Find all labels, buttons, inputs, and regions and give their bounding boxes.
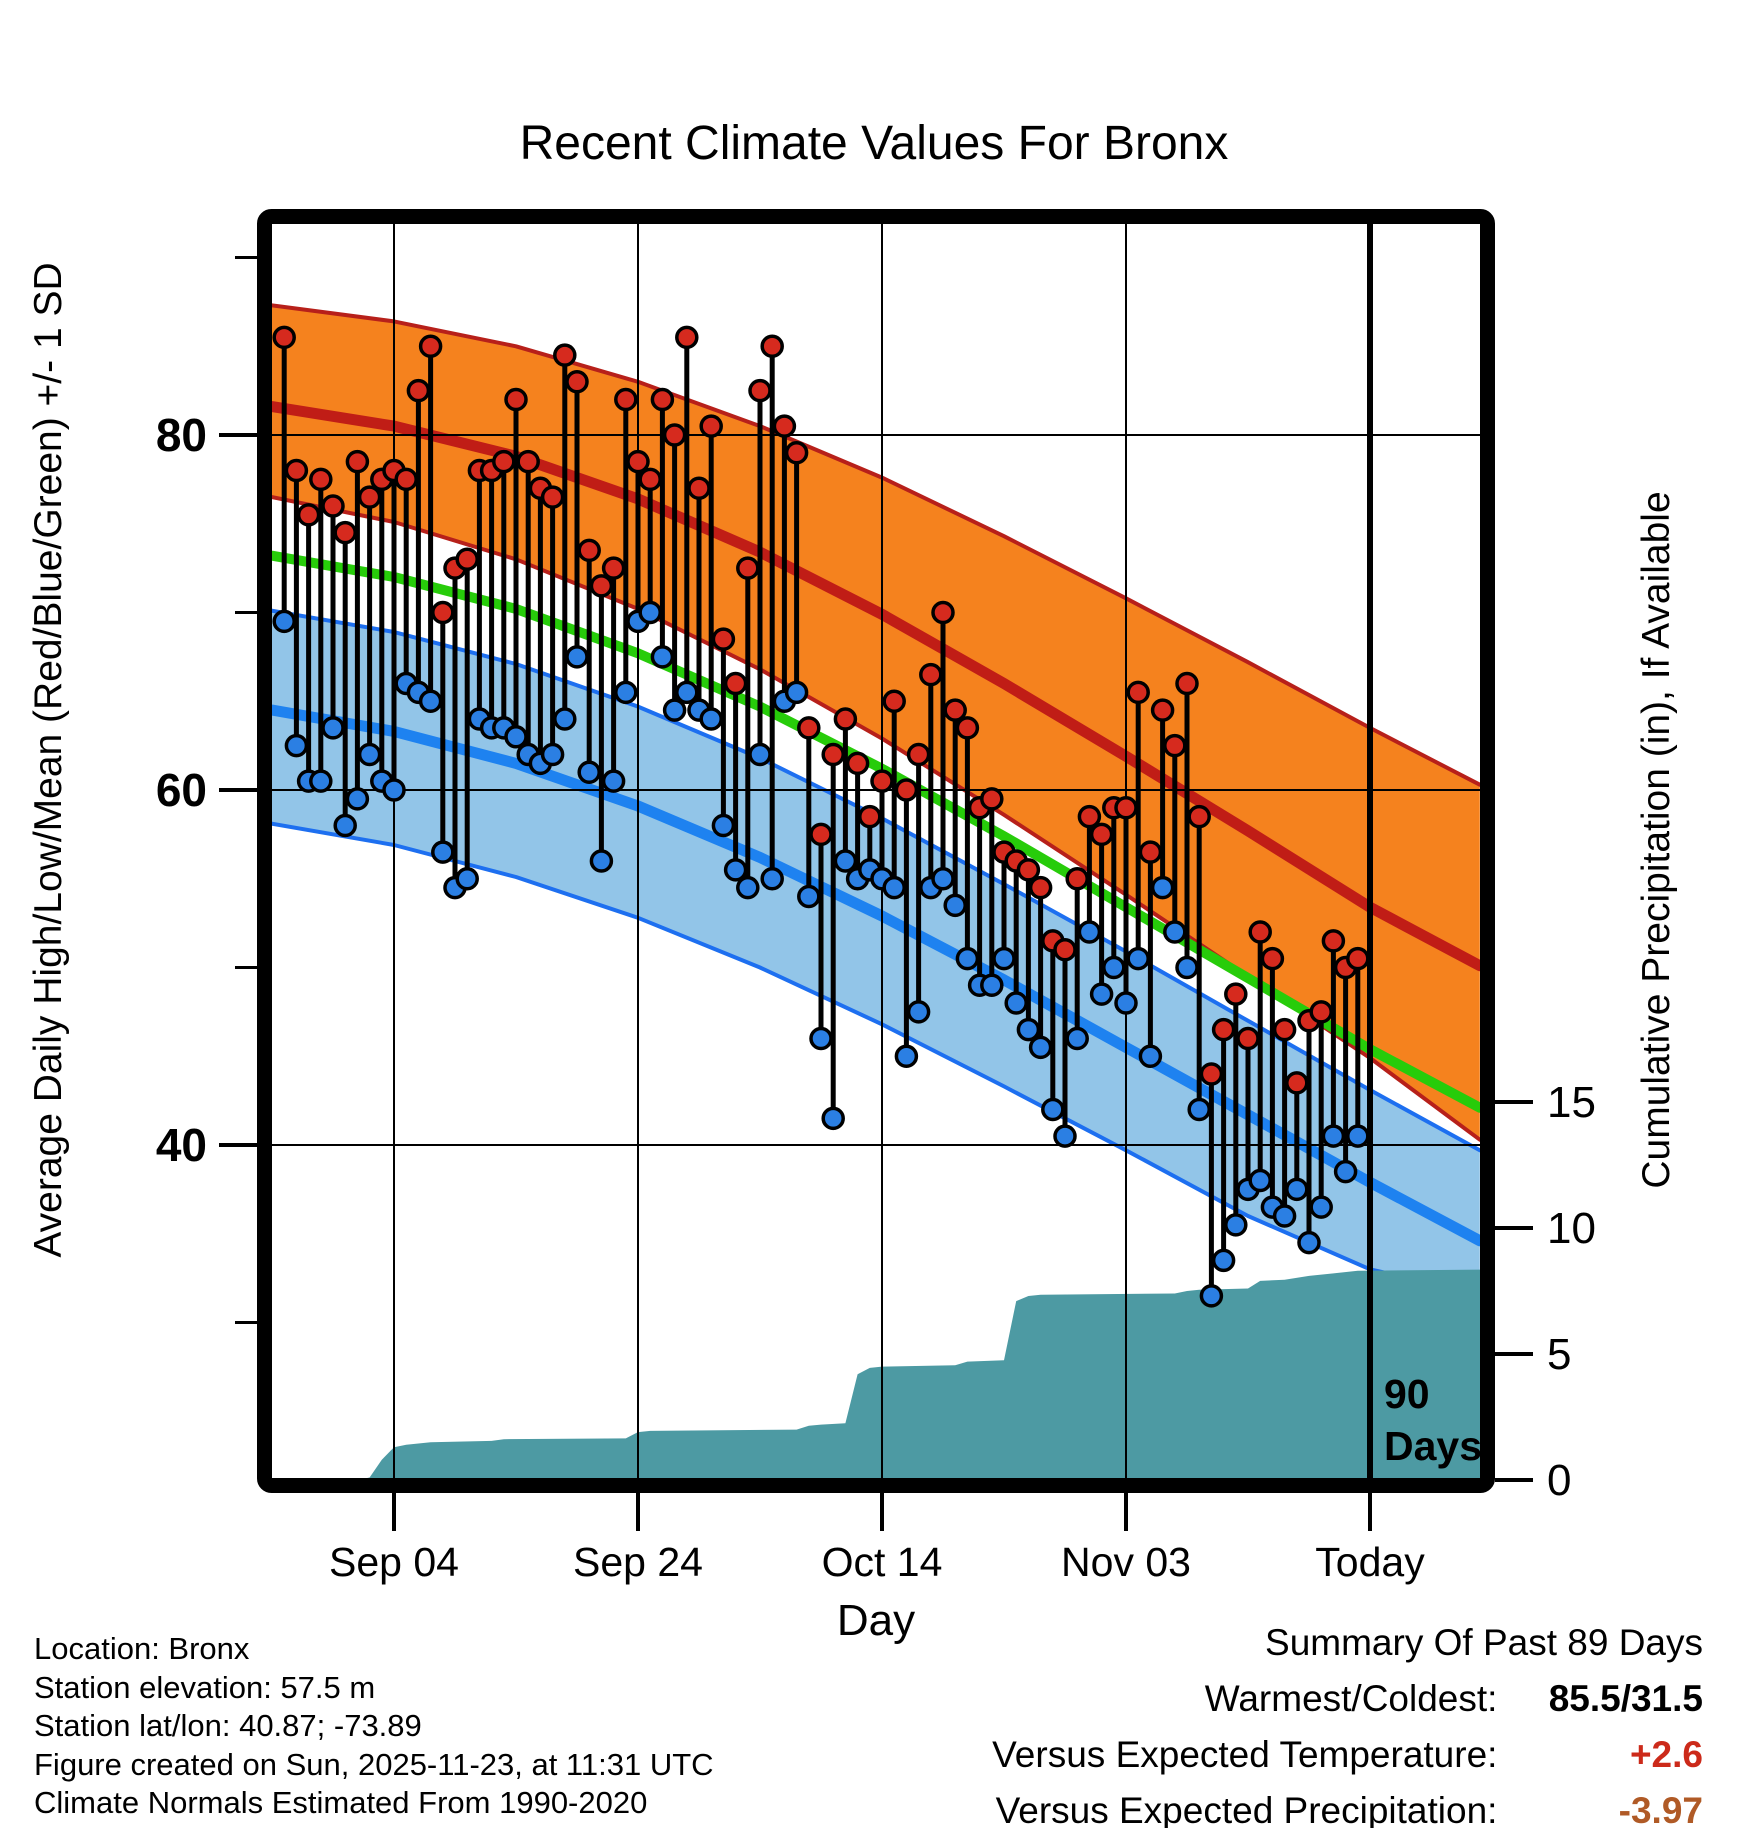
svg-text:Sep 04: Sep 04 (329, 1539, 459, 1585)
y-axis-left-label: Average Daily High/Low/Mean (Red/Blue/Gr… (27, 262, 70, 1258)
warmest-coldest-value: 85.5/31.5 (1548, 1678, 1703, 1719)
vs-precipitation-value: -3.97 (1618, 1790, 1703, 1828)
svg-text:80: 80 (156, 409, 207, 461)
vs-temperature-label: Versus Expected Temperature: (992, 1734, 1518, 1775)
svg-text:10: 10 (1547, 1204, 1596, 1253)
summary-title-text: Summary Of Past 89 Days (1265, 1622, 1703, 1663)
daily-high-low-stems (272, 325, 1370, 1308)
ninety-days-annotation: 90 Days (1384, 1371, 1482, 1469)
summary-row-vs-precipitation: Versus Expected Precipitation: -3.97 (992, 1790, 1703, 1828)
summary-title: Summary Of Past 89 Days (992, 1622, 1703, 1664)
svg-text:Sep 24: Sep 24 (573, 1539, 703, 1585)
axis-ticks (219, 256, 1533, 1531)
svg-text:90: 90 (1384, 1371, 1430, 1417)
precip-area (367, 1269, 1480, 1478)
svg-text:Nov 03: Nov 03 (1061, 1539, 1191, 1585)
svg-text:Days: Days (1384, 1423, 1482, 1469)
station-elevation: Station elevation: 57.5 m (34, 1669, 376, 1705)
chart-title: Recent Climate Values For Bronx (519, 117, 1229, 170)
station-latlon: Station lat/lon: 40.87; -73.89 (34, 1708, 422, 1743)
summary-row-vs-temperature: Versus Expected Temperature: +2.6 (992, 1734, 1703, 1776)
climate-normals: Climate Normals Estimated From 1990-2020 (34, 1785, 648, 1820)
svg-text:5: 5 (1547, 1330, 1571, 1379)
warmest-coldest-label: Warmest/Coldest: (1204, 1678, 1518, 1719)
station-location: Location: Bronx (34, 1631, 250, 1666)
x-axis-label: Day (836, 1596, 916, 1645)
vs-precipitation-label: Versus Expected Precipitation: (995, 1790, 1518, 1828)
plot-frame (257, 209, 1495, 1493)
svg-text:60: 60 (156, 764, 207, 816)
y-axis-right-label: Cumulative Precipitation (in), If Availa… (1635, 491, 1678, 1189)
svg-text:40: 40 (156, 1119, 207, 1171)
svg-text:15: 15 (1547, 1078, 1596, 1127)
station-info-block: Location: Bronx Station elevation: 57.5 … (34, 1630, 714, 1823)
svg-text:Today: Today (1315, 1539, 1425, 1585)
svg-text:0: 0 (1547, 1456, 1571, 1505)
svg-text:Oct 14: Oct 14 (822, 1539, 943, 1585)
summary-row-warmest-coldest: Warmest/Coldest: 85.5/31.5 (992, 1678, 1703, 1720)
figure-created: Figure created on Sun, 2025-11-23, at 11… (34, 1746, 714, 1782)
axis-tick-labels: 80 60 40 15 10 5 0 Sep 04 Sep 24 Oct 14 Nov 03 Toda… (156, 409, 1596, 1585)
summary-block: Summary Of Past 89 Days Warmest/Coldest:… (992, 1622, 1703, 1828)
vs-temperature-value: +2.6 (1629, 1734, 1703, 1775)
